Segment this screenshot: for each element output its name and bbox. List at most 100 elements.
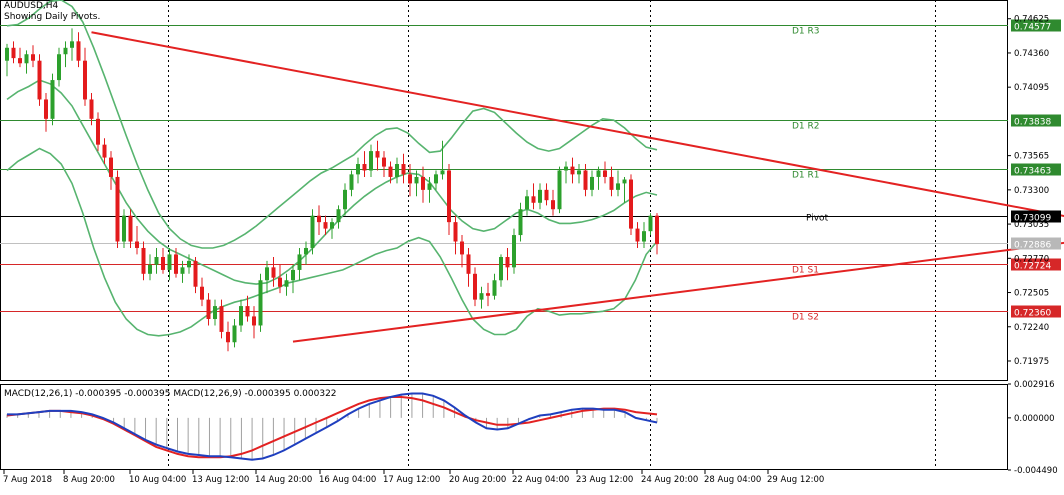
candle-body (77, 41, 81, 60)
candle-body (44, 99, 48, 118)
candle-body (161, 257, 165, 270)
candle-body (610, 177, 614, 190)
candle-body (356, 164, 360, 174)
candle-body (655, 216, 659, 244)
candle-body (558, 170, 562, 209)
candle-body (259, 280, 263, 325)
candle-body (298, 254, 302, 269)
candle-body (395, 164, 399, 177)
candle-body (499, 257, 503, 280)
candle-body (64, 48, 68, 54)
candle-body (564, 167, 568, 171)
candle-body (467, 254, 471, 273)
level-price-tag-value: 0.73463 (1014, 167, 1051, 177)
candle-body (38, 61, 42, 100)
y-tick-label: 0.74360 (1014, 49, 1049, 59)
candle-body (70, 41, 74, 47)
candle-body (636, 229, 640, 242)
candle-body (590, 177, 594, 190)
candle-body (330, 222, 334, 228)
candle-body (304, 248, 308, 254)
candle-body (486, 293, 490, 296)
x-tick-label: 23 Aug 12:00 (576, 475, 633, 485)
y-tick-label: 0.73300 (1014, 186, 1049, 196)
candle (259, 274, 263, 332)
candle-body (57, 54, 61, 80)
candle-body (629, 180, 633, 229)
level-label-d1-s2: D1 S2 (792, 313, 819, 323)
candle-body (200, 287, 204, 300)
candle-body (376, 151, 380, 157)
candle-body (103, 145, 107, 158)
y-tick-label: 0.73565 (1014, 152, 1049, 162)
candle-body (148, 265, 152, 274)
candle-body (129, 216, 133, 242)
candle-body (538, 190, 542, 203)
x-tick-label: 20 Aug 20:00 (449, 475, 506, 485)
macd-y-tick-label: -0.004490 (1014, 466, 1058, 476)
candle-body (603, 170, 607, 176)
candle-body (25, 54, 29, 63)
candle-body (291, 270, 295, 280)
candle-body (213, 306, 217, 319)
macd-indicator-label: MACD(12,26,1) -0.000395 -0.000395 MACD(1… (4, 389, 337, 399)
candle-body (181, 267, 185, 273)
candle-body (597, 170, 601, 176)
candle-body (519, 209, 523, 235)
x-tick-label: 14 Aug 20:00 (255, 475, 312, 485)
candle-body (454, 222, 458, 241)
candle-body (369, 151, 373, 170)
candle-body (187, 261, 191, 267)
level-label-pivot: Pivot (806, 214, 829, 224)
candle (116, 170, 120, 247)
candle-body (96, 119, 100, 145)
candle-body (155, 257, 159, 265)
candle-body (616, 183, 620, 189)
candle-body (428, 183, 432, 189)
candle-body (447, 170, 451, 222)
x-tick-label: 7 Aug 2018 (3, 475, 52, 485)
x-tick-label: 28 Aug 04:00 (704, 475, 761, 485)
candle-body (311, 216, 315, 248)
candle-body (135, 242, 139, 248)
candle-body (278, 278, 282, 287)
candle-body (265, 267, 269, 280)
candle-body (532, 196, 536, 202)
candle (512, 229, 516, 274)
candle-body (525, 196, 529, 209)
candle-body (389, 167, 393, 177)
level-price-tag-value: 0.73838 (1014, 118, 1051, 128)
candle-body (623, 180, 627, 184)
candle-body (317, 216, 321, 222)
candle-body (441, 170, 445, 174)
candle-body (480, 293, 484, 299)
candle-body (415, 177, 419, 183)
candle-body (90, 99, 94, 118)
candle (558, 167, 562, 213)
candle-body (343, 190, 347, 209)
candle-body (51, 80, 55, 119)
candle-body (324, 222, 328, 228)
level-label-d1-s1: D1 S1 (792, 266, 819, 276)
level-label-d1-r3: D1 R3 (792, 27, 820, 37)
x-tick-label: 29 Aug 12:00 (767, 475, 824, 485)
level-label-d1-r1: D1 R1 (792, 171, 820, 181)
candle-body (116, 177, 120, 242)
y-tick-label: 0.72770 (1014, 254, 1049, 264)
macd-y-tick-label: 0.002916 (1014, 380, 1055, 390)
candle (51, 74, 55, 126)
candle-body (122, 216, 126, 242)
candle-body (31, 54, 35, 60)
x-tick-label: 16 Aug 04:00 (319, 475, 376, 485)
candle-body (168, 254, 172, 269)
candle-body (207, 300, 211, 319)
candle-body (545, 190, 549, 200)
candle-body (402, 164, 406, 174)
x-tick-label: 24 Aug 20:00 (641, 475, 698, 485)
candle-body (337, 209, 341, 222)
y-tick-label: 0.74095 (1014, 83, 1049, 93)
candle (629, 174, 633, 235)
y-tick-label: 0.72505 (1014, 289, 1049, 299)
